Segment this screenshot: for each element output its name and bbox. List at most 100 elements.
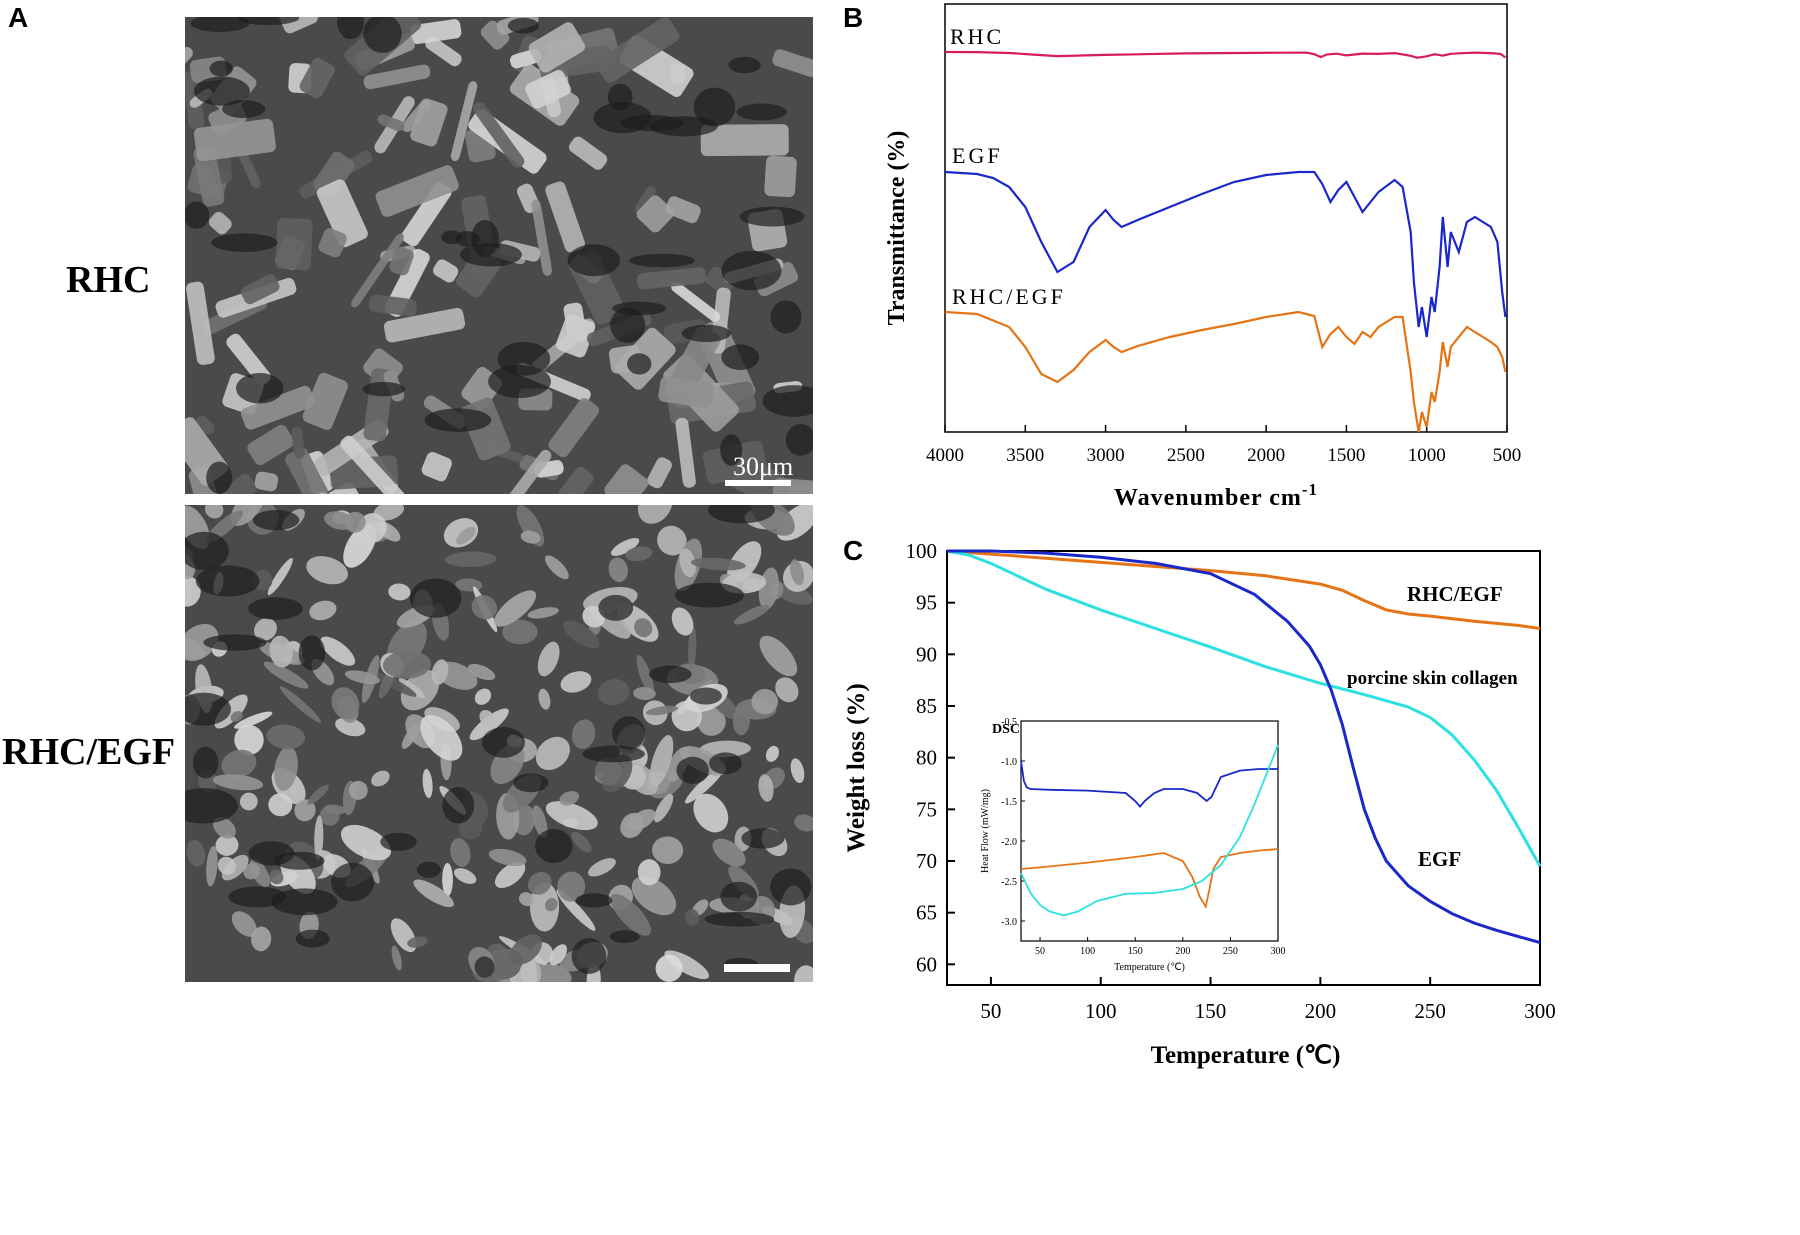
sem-feature — [625, 546, 653, 562]
sem-pore — [709, 752, 742, 775]
sem-feature — [247, 424, 295, 466]
sem-pore — [331, 862, 375, 902]
sem-feature — [557, 871, 586, 902]
sem-feature — [654, 793, 674, 823]
inset-x-tick-label: 100 — [1080, 946, 1095, 957]
sem-feature — [759, 635, 798, 677]
sem-pore — [721, 250, 782, 291]
inset-series-line-porcine-skin-collagen — [1020, 744, 1279, 917]
sem-feature — [431, 659, 449, 685]
sem-feature — [442, 862, 453, 897]
series-label: RHC — [950, 24, 1004, 49]
x-tick-label: 100 — [1085, 999, 1117, 1023]
x-tick-label: 1500 — [1327, 445, 1365, 466]
sem-pore — [612, 301, 667, 316]
sem-pore — [209, 60, 233, 77]
sem-feature — [527, 607, 559, 619]
sem-feature — [275, 218, 313, 271]
sem-feature — [527, 871, 552, 895]
y-axis-label: Weight loss (%) — [843, 683, 870, 852]
sem-feature — [471, 594, 498, 620]
sem-feature — [727, 541, 762, 584]
sem-feature — [331, 687, 360, 720]
sem-feature — [294, 799, 316, 822]
scale-bar — [724, 964, 790, 972]
panel-c-letter: C — [843, 535, 864, 566]
sem-pore — [598, 594, 634, 621]
sem-feature — [185, 623, 219, 661]
scale-bar-label: 30μm — [733, 452, 794, 481]
x-tick-label: 300 — [1524, 999, 1556, 1023]
sem-feature — [631, 876, 677, 916]
sem-feature — [634, 186, 656, 215]
sem-pore — [211, 233, 278, 252]
x-tick-label: 3000 — [1087, 445, 1125, 466]
sem-feature — [425, 36, 462, 67]
sem-feature — [510, 934, 542, 965]
sem-feature — [610, 893, 651, 936]
inset-x-tick-label: 150 — [1128, 946, 1143, 957]
sem-feature — [340, 824, 392, 861]
sem-feature — [186, 839, 206, 867]
sem-feature — [407, 936, 428, 948]
sem-feature — [239, 792, 258, 811]
sem-feature — [433, 259, 459, 283]
sem-feature — [186, 281, 215, 365]
series-label: porcine skin collagen — [1347, 668, 1518, 689]
sem-feature — [772, 49, 813, 78]
sem-feature — [383, 307, 466, 343]
sem-pore — [629, 253, 695, 268]
sem-feature — [344, 511, 366, 533]
sem-feature — [188, 466, 228, 494]
sem-pore — [739, 206, 805, 227]
sem-feature — [684, 767, 725, 804]
plot-frame — [944, 3, 1508, 433]
sem-feature — [494, 590, 537, 627]
sem-feature — [488, 848, 527, 867]
y-axis-label: Transmittance (%) — [884, 131, 910, 326]
sem-feature — [209, 211, 232, 235]
sem-feature — [658, 376, 714, 408]
series-label: RHC/EGF — [952, 284, 1066, 309]
sem-feature — [254, 471, 279, 492]
sem-feature — [444, 551, 497, 568]
sem-feature — [538, 688, 551, 710]
sem-feature — [388, 583, 411, 601]
sem-pore — [704, 911, 775, 927]
sem-pore — [649, 116, 718, 137]
sem-pore — [236, 373, 284, 404]
sem-feature — [323, 804, 347, 815]
sem-feature — [335, 717, 366, 737]
sem-pore — [535, 828, 573, 864]
sem-feature — [377, 114, 405, 132]
plot-frame — [946, 550, 1541, 986]
sem-feature — [518, 892, 535, 907]
sem-feature — [239, 151, 261, 189]
sem-feature — [375, 165, 459, 217]
sem-feature — [309, 600, 337, 621]
sem-feature — [279, 686, 322, 723]
y-tick-label: 60 — [916, 952, 937, 976]
series-line-egf — [947, 549, 1541, 945]
sem-feature — [268, 793, 293, 817]
sem-feature — [502, 619, 538, 645]
inset-y-tick-label: -0.5 — [1001, 717, 1017, 728]
y-tick-label: 100 — [906, 540, 938, 563]
sem-pore — [481, 727, 525, 758]
sem-feature — [525, 70, 571, 109]
sem-pore — [362, 381, 405, 397]
x-tick-label: 2000 — [1247, 445, 1285, 466]
sem-feature — [545, 801, 598, 831]
sem-feature — [422, 768, 433, 799]
sem-pore — [474, 956, 495, 978]
sem-feature — [758, 774, 774, 802]
sem-feature — [185, 576, 201, 607]
sem-pore — [298, 635, 326, 671]
sem-feature — [413, 879, 454, 908]
sem-feature — [595, 758, 623, 785]
sem-feature — [794, 965, 813, 982]
inset-y-tick-label: -2.0 — [1001, 837, 1017, 848]
sem-feature — [790, 758, 805, 784]
sem-pore — [693, 87, 736, 127]
sem-feature — [671, 281, 721, 322]
